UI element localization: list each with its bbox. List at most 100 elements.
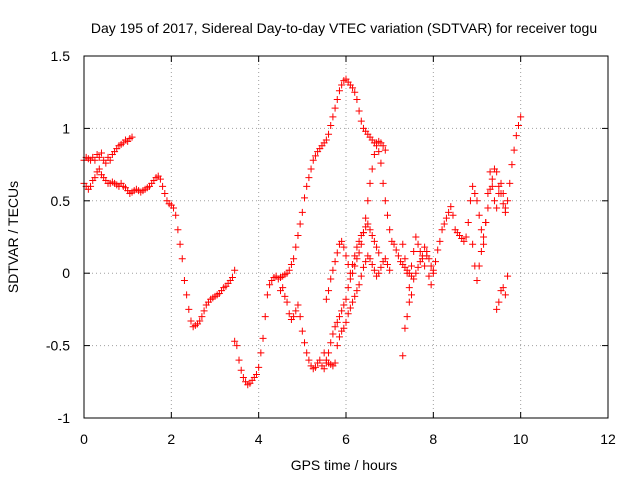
data-point [349, 298, 357, 306]
data-point [493, 305, 501, 313]
x-tick-label: 2 [167, 431, 175, 447]
data-point [410, 247, 418, 255]
data-point [421, 243, 429, 251]
data-point [405, 298, 413, 306]
data-point [394, 252, 402, 260]
y-tick-label: 1 [62, 120, 70, 136]
data-point [362, 214, 370, 222]
data-point [335, 87, 343, 95]
y-tick-label: -0.5 [46, 338, 70, 354]
data-point [303, 182, 311, 190]
data-point [484, 190, 492, 198]
data-point [187, 317, 195, 325]
data-point [346, 304, 354, 312]
data-point [445, 208, 453, 216]
data-point [91, 174, 99, 182]
data-point [464, 219, 472, 227]
data-point [399, 352, 407, 360]
data-point [95, 165, 103, 173]
data-point [493, 168, 501, 176]
data-point [183, 291, 191, 299]
data-point [373, 142, 381, 150]
data-point [480, 233, 488, 241]
data-point [342, 318, 350, 326]
data-point [95, 153, 103, 161]
data-point [375, 249, 383, 257]
data-point [196, 317, 204, 325]
data-point [408, 291, 415, 299]
data-point [303, 349, 311, 357]
data-point [375, 148, 383, 156]
data-point [176, 240, 184, 248]
data-point [301, 194, 309, 202]
x-tick-label: 6 [342, 431, 350, 447]
data-point [335, 333, 343, 341]
data-point [392, 246, 400, 254]
data-point [298, 327, 306, 335]
data-point [462, 233, 470, 241]
data-point [331, 258, 339, 266]
x-tick-label: 12 [600, 431, 616, 447]
data-point [333, 95, 341, 103]
data-point [355, 107, 363, 115]
data-point [495, 298, 503, 306]
data-point [198, 313, 206, 321]
data-point [102, 159, 110, 167]
data-point [322, 136, 330, 144]
data-point [399, 240, 407, 248]
data-point [340, 301, 348, 309]
data-point [285, 266, 293, 274]
data-point [475, 211, 483, 219]
data-point [320, 365, 328, 373]
data-point [327, 339, 335, 347]
data-point [442, 214, 450, 222]
data-point [359, 229, 367, 237]
y-tick-label: 1.5 [51, 48, 71, 64]
data-point [327, 275, 335, 283]
data-point [370, 266, 378, 274]
grid [84, 56, 608, 418]
data-point [342, 295, 350, 303]
data-point [381, 146, 389, 154]
data-point [231, 266, 239, 274]
data-point [506, 179, 514, 187]
data-point [338, 237, 346, 245]
data-point [235, 356, 243, 364]
data-point [381, 197, 389, 205]
data-point [421, 262, 429, 270]
data-point [490, 197, 498, 205]
data-point [261, 313, 269, 321]
data-points [80, 75, 525, 389]
data-point [333, 342, 341, 350]
data-point [416, 247, 424, 255]
data-point [159, 182, 167, 190]
data-point [469, 182, 477, 190]
data-point [296, 313, 304, 321]
data-point [351, 252, 359, 260]
x-tick-label: 8 [429, 431, 437, 447]
data-point [447, 203, 455, 211]
data-point [368, 232, 376, 240]
x-tick-label: 10 [513, 431, 529, 447]
data-point [331, 323, 339, 331]
data-point [355, 249, 363, 257]
data-point [373, 243, 381, 251]
data-point [410, 275, 418, 283]
data-point [366, 255, 374, 263]
data-point [386, 226, 394, 234]
data-point [172, 211, 180, 219]
data-point [504, 272, 512, 280]
data-point [499, 284, 507, 292]
data-point [355, 281, 363, 289]
data-point [174, 226, 182, 234]
data-point [379, 142, 387, 150]
data-point [401, 324, 409, 332]
data-point [414, 263, 422, 271]
data-point [359, 263, 367, 271]
data-point [311, 152, 319, 160]
data-point [517, 113, 525, 121]
data-point [342, 252, 350, 260]
data-point [294, 232, 302, 240]
data-point [381, 255, 389, 263]
